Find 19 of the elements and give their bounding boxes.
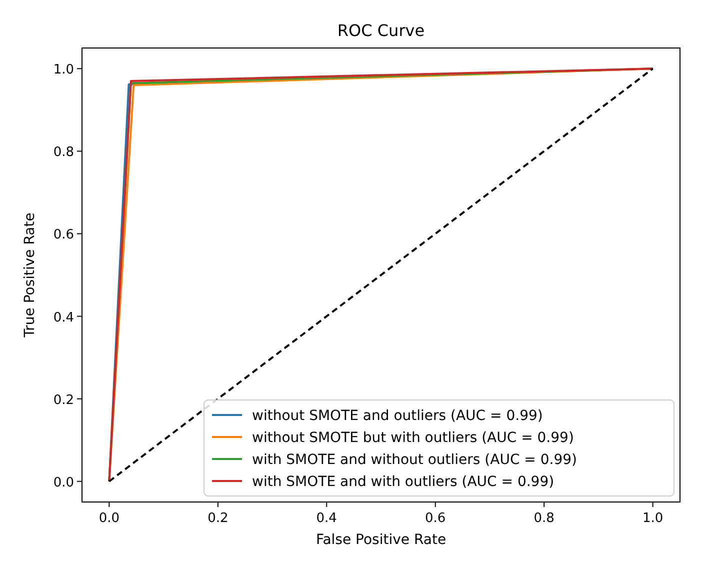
x-tick-label: 0.6 — [425, 511, 446, 526]
legend-label: without SMOTE but with outliers (AUC = 0.99) — [252, 430, 574, 446]
legend-label: with SMOTE and without outliers (AUC = 0.99) — [252, 452, 578, 468]
x-tick-label: 0.8 — [534, 511, 554, 526]
y-tick-label: 0.8 — [53, 145, 74, 160]
chart-title: ROC Curve — [337, 21, 425, 40]
y-tick-label: 0.2 — [53, 392, 74, 408]
y-tick-label: 0.6 — [53, 228, 74, 243]
y-tick-label: 0.0 — [53, 475, 74, 490]
x-tick-label: 0.2 — [208, 511, 228, 526]
x-tick-label: 1.0 — [642, 511, 664, 526]
y-tick-label: 0.4 — [53, 310, 74, 326]
legend-label: without SMOTE and outliers (AUC = 0.99) — [252, 408, 543, 424]
x-tick-label: 0.0 — [98, 511, 120, 526]
x-axis-title: False Positive Rate — [316, 532, 446, 548]
legend-label: with SMOTE and with outliers (AUC = 0.99) — [252, 474, 554, 490]
x-tick-label: 0.4 — [316, 511, 337, 526]
y-tick-label: 1.0 — [53, 62, 74, 78]
y-axis-title: True Positive Rate — [22, 212, 38, 338]
